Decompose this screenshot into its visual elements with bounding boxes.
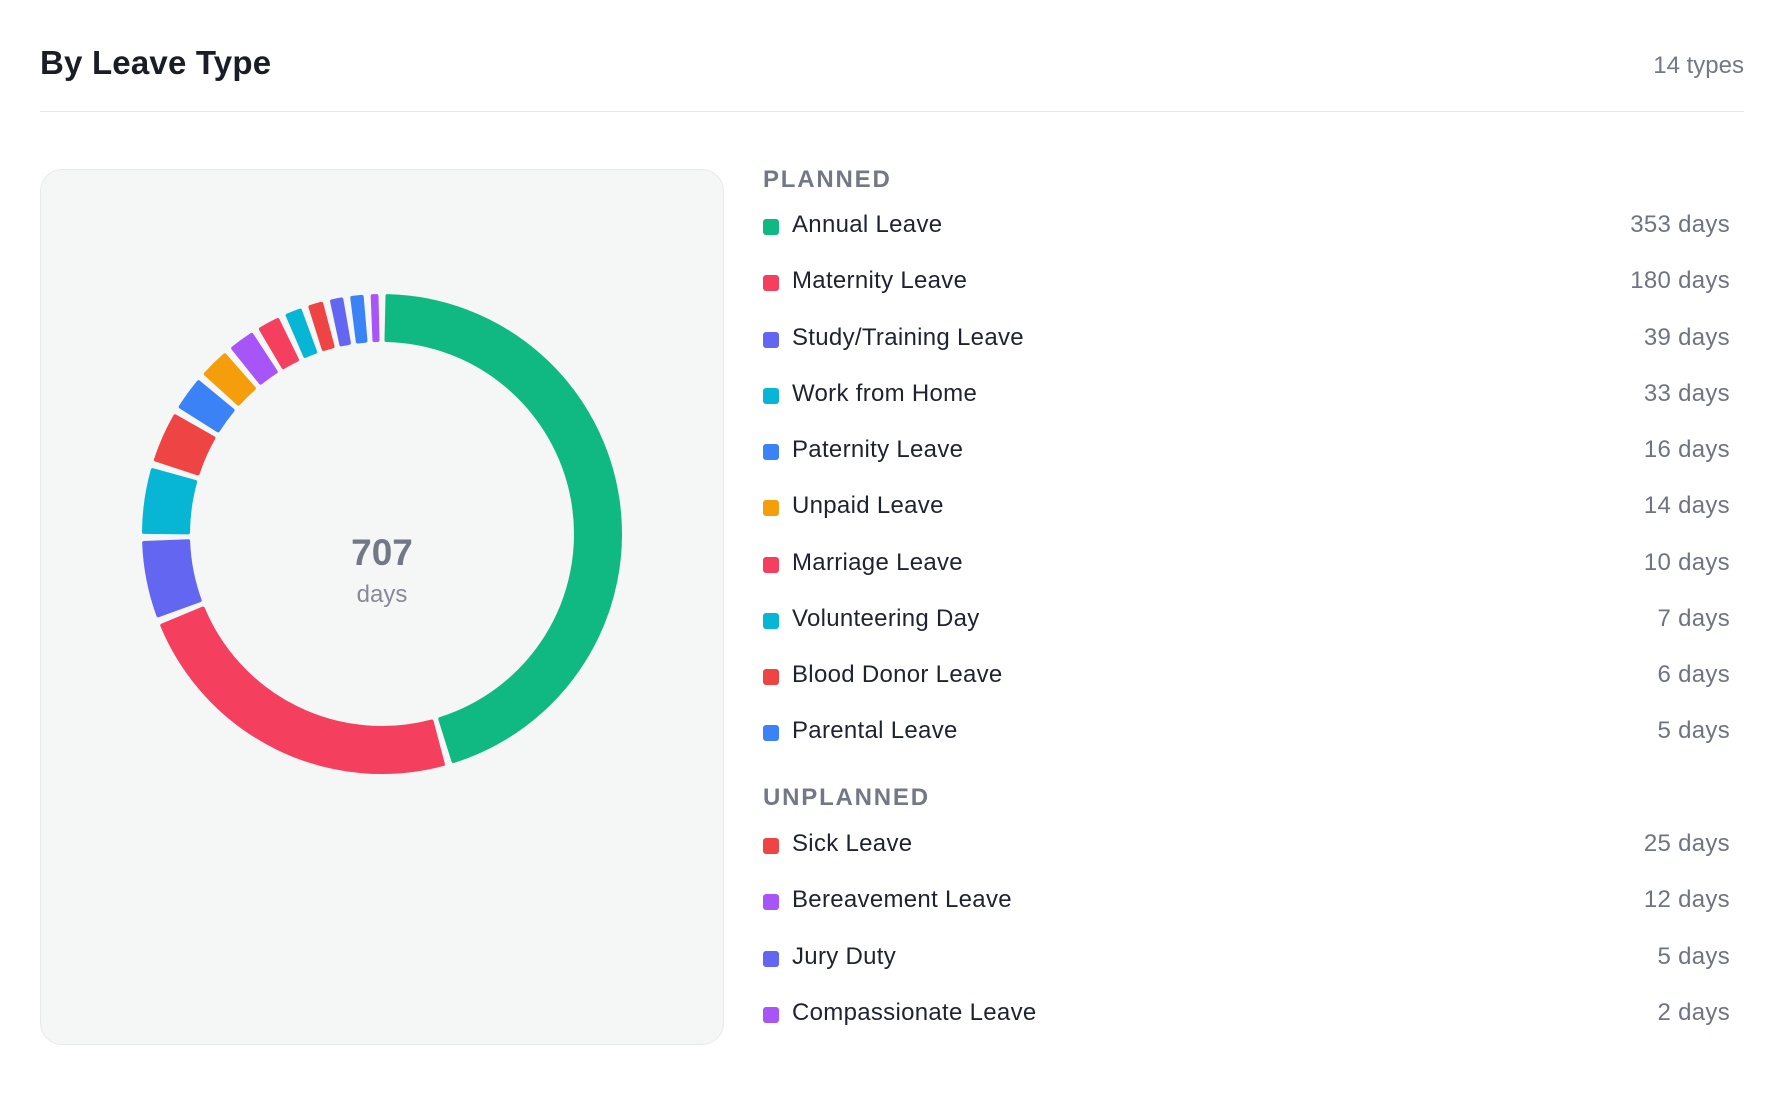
color-swatch [763,500,779,516]
donut-slice-volunteering-day[interactable] [285,308,318,358]
donut-slice-annual-leave[interactable] [384,294,622,764]
legend-item[interactable]: Study/Training Leave 39 days [763,320,1730,360]
color-swatch [763,332,779,348]
legend-item-label: Maternity Leave [792,267,968,294]
legend-item-label: Parental Leave [792,717,958,744]
donut-slice-marriage-leave[interactable] [258,318,299,369]
donut-slice-parental-leave[interactable] [350,294,368,344]
section-header: By Leave Type 14 types [40,38,1744,112]
color-swatch [763,951,779,967]
legend-item-value: 2 days [1657,999,1730,1026]
donut-slice-study-training-leave[interactable] [142,539,202,618]
donut-slice-maternity-leave[interactable] [160,606,445,774]
donut-slice-compassionate-leave[interactable] [370,294,380,343]
color-swatch [763,388,779,404]
color-swatch [763,725,779,741]
legend-item-label: Unpaid Leave [792,492,944,519]
legend-item[interactable]: Bereavement Leave 12 days [763,882,1730,922]
legend-item-value: 14 days [1643,492,1730,519]
legend-item[interactable]: Volunteering Day 7 days [763,601,1730,641]
legend-group-title-planned: PLANNED [763,166,892,193]
legend-item[interactable]: Marriage Leave 10 days [763,545,1730,585]
donut-slice-blood-donor-leave[interactable] [308,301,335,351]
legend-item-label: Work from Home [792,380,978,407]
legend-item-label: Sick Leave [792,830,913,857]
section-title: By Leave Type [40,44,272,81]
color-swatch [763,894,779,910]
legend-item[interactable]: Sick Leave 25 days [763,826,1730,866]
legend-item-value: 39 days [1643,324,1730,351]
color-swatch [763,444,779,460]
donut-slice-work-from-home[interactable] [142,468,198,535]
legend-item-value: 12 days [1643,886,1730,913]
color-swatch [763,219,779,235]
color-swatch [763,1007,779,1023]
legend-item-label: Compassionate Leave [792,999,1037,1026]
legend-item[interactable]: Maternity Leave 180 days [763,263,1730,303]
legend-item[interactable]: Jury Duty 5 days [763,939,1730,979]
legend-item[interactable]: Annual Leave 353 days [763,207,1730,247]
legend-item-value: 180 days [1630,267,1730,294]
legend-item-value: 25 days [1643,830,1730,857]
legend-item-label: Bereavement Leave [792,886,1012,913]
legend-item-label: Jury Duty [792,943,897,970]
legend-item-label: Paternity Leave [792,436,964,463]
legend-group-title-unplanned: UNPLANNED [763,784,930,811]
type-count: 14 types [1653,52,1744,79]
color-swatch [763,838,779,854]
legend-item-value: 353 days [1630,211,1730,238]
legend-item-value: 10 days [1643,549,1730,576]
legend-item-value: 5 days [1657,943,1730,970]
donut-slice-unpaid-leave[interactable] [203,353,256,406]
legend-item[interactable]: Unpaid Leave 14 days [763,488,1730,528]
color-swatch [763,275,779,291]
legend-item-value: 7 days [1657,605,1730,632]
legend-item-value: 6 days [1657,661,1730,688]
color-swatch [763,613,779,629]
legend-item-label: Study/Training Leave [792,324,1024,351]
donut-slice-sick-leave[interactable] [153,414,216,476]
donut-slice-jury-duty[interactable] [330,297,351,347]
legend-item[interactable]: Compassionate Leave 2 days [763,995,1730,1035]
legend-item-value: 33 days [1643,380,1730,407]
legend-item[interactable]: Work from Home 33 days [763,376,1730,416]
legend-item[interactable]: Paternity Leave 16 days [763,432,1730,472]
legend-item[interactable]: Blood Donor Leave 6 days [763,657,1730,697]
legend-item-label: Volunteering Day [792,605,980,632]
legend-item-label: Blood Donor Leave [792,661,1003,688]
donut-slice-bereavement-leave[interactable] [231,332,278,385]
legend-item-label: Annual Leave [792,211,943,238]
color-swatch [763,557,779,573]
donut-center-label: days [357,581,408,608]
legend-item-value: 5 days [1657,717,1730,744]
color-swatch [763,669,779,685]
donut-slice-paternity-leave[interactable] [178,380,235,433]
legend-item-value: 16 days [1643,436,1730,463]
legend-item[interactable]: Parental Leave 5 days [763,713,1730,753]
donut-chart: 707 days [142,294,622,774]
donut-center-value: 707 [351,532,413,573]
donut-chart-card: 707 days [40,169,724,1045]
legend-item-label: Marriage Leave [792,549,963,576]
